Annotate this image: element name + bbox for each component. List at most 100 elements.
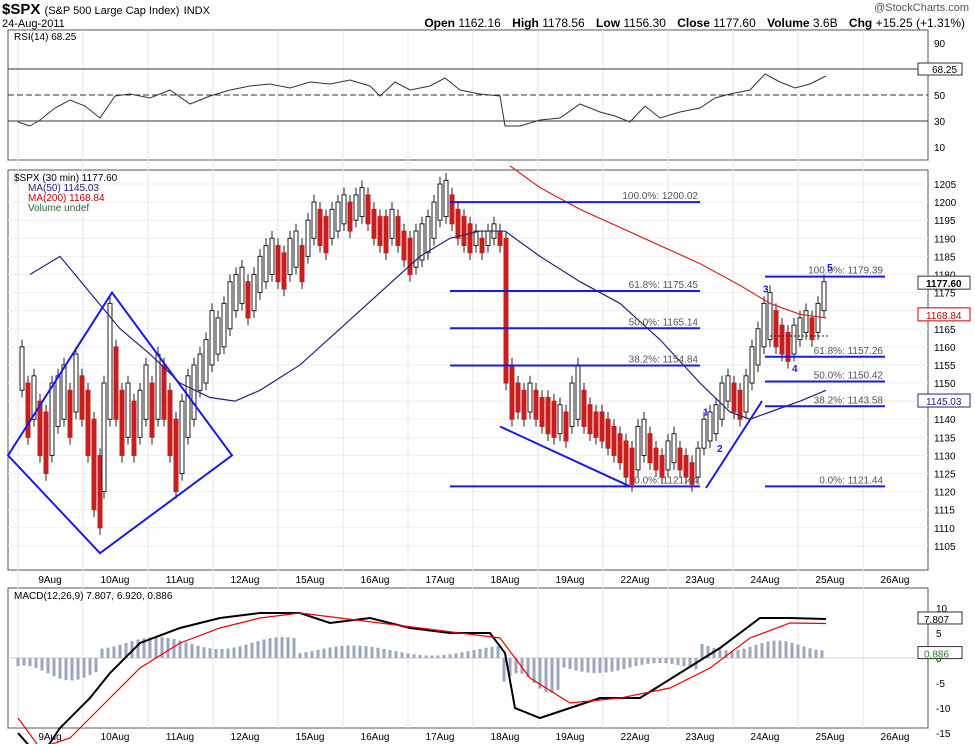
- macd-histogram-bar: [472, 649, 476, 658]
- candle: [43, 411, 49, 475]
- candle: [227, 281, 233, 330]
- candle: [167, 389, 173, 456]
- candle: [37, 400, 43, 456]
- candle: [587, 404, 593, 435]
- price-y-tick: 1115: [934, 506, 955, 517]
- candle: [569, 382, 575, 427]
- macd-histogram-bar: [142, 638, 146, 658]
- macd-histogram-bar: [262, 639, 266, 658]
- candle: [215, 317, 221, 355]
- candle: [515, 382, 521, 413]
- fib-level-label: 0.0%: 1121.44: [819, 475, 883, 486]
- candle: [737, 389, 743, 420]
- diamond-pattern: [6, 290, 234, 555]
- macd-histogram-bar: [754, 644, 758, 658]
- price-panel-frame: [7, 169, 929, 571]
- macd-y-tick: -10: [936, 704, 951, 715]
- macd-histogram-bar: [598, 658, 602, 673]
- candle: [617, 433, 623, 464]
- x-tick-label: 19Aug: [556, 575, 585, 586]
- macd-histogram-bar: [40, 658, 44, 671]
- brand-watermark: @StockCharts.com: [874, 2, 969, 14]
- macd-y-tick: 0: [936, 654, 942, 665]
- x-tick-label: 22Aug: [621, 575, 650, 586]
- candle: [371, 208, 377, 239]
- price-legend-symbol: $SPX (30 min) 1177.60: [14, 173, 118, 184]
- wave-label: 2: [717, 444, 723, 455]
- macd-histogram-bar: [670, 658, 674, 664]
- price-y-tick: 1105: [934, 542, 956, 553]
- macd-histogram-bar: [28, 658, 32, 667]
- x-tick-label: 23Aug: [686, 732, 715, 743]
- macd-histogram-bar: [436, 655, 440, 658]
- price-y-tick: 1110: [934, 524, 955, 535]
- macd-histogram-bar: [346, 645, 350, 658]
- macd-histogram-bar: [568, 658, 572, 670]
- rsi-last-value: 68.25: [932, 65, 957, 76]
- candle: [563, 411, 569, 442]
- candle: [245, 281, 251, 319]
- x-tick-label: 15Aug: [296, 575, 325, 586]
- ohlc-summary: Open 1162.16 High 1178.56 Low 1156.30 Cl…: [424, 16, 965, 30]
- candle: [437, 183, 443, 221]
- macd-histogram-bar: [664, 658, 668, 664]
- macd-histogram-bar: [304, 652, 308, 658]
- candle: [79, 375, 85, 420]
- candle: [269, 237, 275, 275]
- x-tick-label: 9Aug: [38, 732, 61, 743]
- rsi-line: [17, 73, 827, 127]
- macd-histogram-bar: [196, 645, 200, 658]
- candle: [455, 208, 461, 239]
- candle: [191, 364, 197, 420]
- candle: [677, 447, 683, 471]
- macd-hist-value-box: [917, 646, 963, 660]
- x-tick-label: 17Aug: [426, 575, 455, 586]
- macd-histogram-bar: [364, 646, 368, 658]
- macd-histogram-bar: [322, 648, 326, 658]
- macd-histogram-bar: [214, 648, 218, 658]
- candle: [49, 382, 55, 456]
- candle: [419, 223, 425, 261]
- candle: [97, 454, 103, 529]
- macd-histogram-bar: [394, 651, 398, 658]
- macd-histogram-bar: [424, 655, 428, 658]
- candle: [101, 382, 107, 493]
- macd-histogram-bar: [460, 652, 464, 658]
- macd-histogram-bar: [466, 651, 470, 658]
- macd-histogram-bar: [502, 658, 506, 682]
- candle: [347, 201, 353, 232]
- ma200-value-box: [917, 307, 971, 322]
- macd-histogram-bar: [796, 644, 800, 658]
- candle: [209, 310, 215, 366]
- price-y-tick: 1185: [934, 252, 956, 263]
- candle: [131, 400, 137, 456]
- macd-histogram-bar: [352, 645, 356, 658]
- macd-line: [17, 612, 827, 744]
- ma200-legend: MA(200) 1168.84: [28, 193, 105, 204]
- candle: [449, 194, 455, 225]
- macd-histogram-bar: [328, 647, 332, 658]
- candle: [485, 230, 491, 247]
- x-tick-label: 25Aug: [816, 732, 845, 743]
- macd-histogram-bar: [706, 645, 710, 658]
- x-tick-label: 18Aug: [491, 575, 520, 586]
- macd-histogram-bar: [76, 658, 80, 680]
- price-y-tick: 1200: [934, 198, 957, 209]
- candle: [719, 382, 725, 420]
- candle: [551, 400, 557, 438]
- macd-histogram-bar: [640, 658, 644, 665]
- macd-histogram-bar: [616, 658, 620, 671]
- macd-histogram-bar: [100, 648, 104, 658]
- macd-histogram-bar: [802, 646, 806, 658]
- macd-histogram-bar: [562, 658, 566, 668]
- rsi-y-tick: 90: [934, 39, 946, 50]
- macd-histogram-bar: [658, 658, 662, 664]
- macd-histogram-bar: [778, 640, 782, 658]
- candle: [683, 454, 689, 478]
- macd-histogram-bar: [256, 641, 260, 658]
- candle: [173, 418, 179, 493]
- macd-histogram-bar: [676, 658, 680, 665]
- macd-hist-value: 0.886: [924, 650, 949, 661]
- candle: [281, 252, 287, 290]
- macd-histogram-bar: [244, 644, 248, 658]
